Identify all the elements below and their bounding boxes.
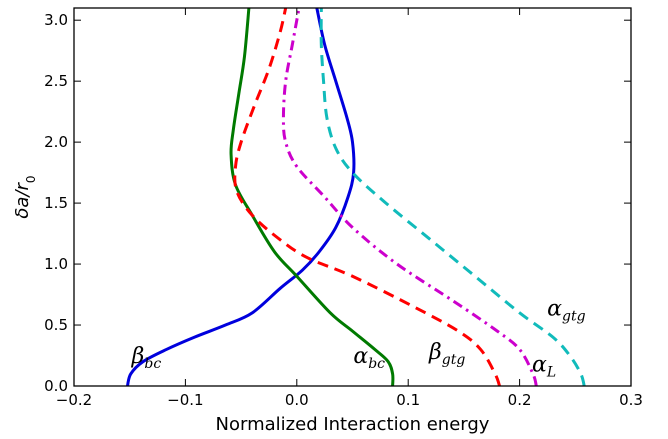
curve-label-beta-bc: βbc — [131, 344, 162, 372]
curve-label-sub: gtg — [562, 308, 586, 324]
y-tick-label: 1.5 — [44, 194, 68, 212]
y-tick-label: 2.5 — [44, 72, 68, 90]
y-axis-label: δa/r0 — [12, 175, 38, 218]
curve-label-base: β — [131, 344, 145, 369]
curve-label-sub: bc — [144, 356, 161, 372]
curve-label-sub: bc — [368, 356, 385, 372]
series-line-alpha-bc — [229, 8, 395, 386]
series-line-beta-gtg — [233, 8, 501, 386]
curve-label-alpha-bc: αbc — [353, 344, 385, 372]
series-line-alpha-L — [281, 8, 538, 386]
y-tick-label: 2.0 — [44, 133, 68, 151]
curve-label-base: β — [428, 340, 442, 365]
x-tick-label: 0.2 — [508, 391, 532, 409]
x-tick-label: 0.0 — [285, 391, 309, 409]
curve-label-base: α — [547, 296, 562, 321]
y-tick-label: 1.0 — [44, 255, 68, 273]
curve-label-beta-gtg: βgtg — [428, 340, 465, 368]
y-tick-label: 0.0 — [44, 377, 68, 395]
series-line-beta-bc — [126, 8, 356, 386]
y-tick-label: 0.5 — [44, 316, 68, 334]
y-axis-label-sub: 0 — [24, 175, 38, 183]
curve-label-sub: L — [546, 364, 556, 380]
curve-label-alpha-L: αL — [532, 352, 556, 380]
x-tick-label: 0.3 — [619, 391, 643, 409]
curve-label-base: α — [353, 344, 368, 369]
y-axis-label-base: δa/r — [12, 181, 33, 218]
x-tick-label: −0.2 — [56, 391, 92, 409]
plot-frame — [73, 7, 632, 387]
x-axis-label: Normalized Interaction energy — [216, 414, 490, 435]
x-tick-label: 0.1 — [396, 391, 420, 409]
y-tick-label: 3.0 — [44, 11, 68, 29]
curve-label-alpha-gtg: αgtg — [547, 296, 585, 324]
ticks-layer: −0.2 −0.1 0.0 0.1 0.2 0.3 0.0 0.5 1.0 1.5 2.0 2.5 3.… — [44, 8, 643, 409]
curve-label-base: α — [532, 352, 547, 377]
x-tick-label: −0.1 — [167, 391, 203, 409]
curves-layer — [126, 8, 586, 386]
curve-label-sub: gtg — [442, 352, 466, 368]
